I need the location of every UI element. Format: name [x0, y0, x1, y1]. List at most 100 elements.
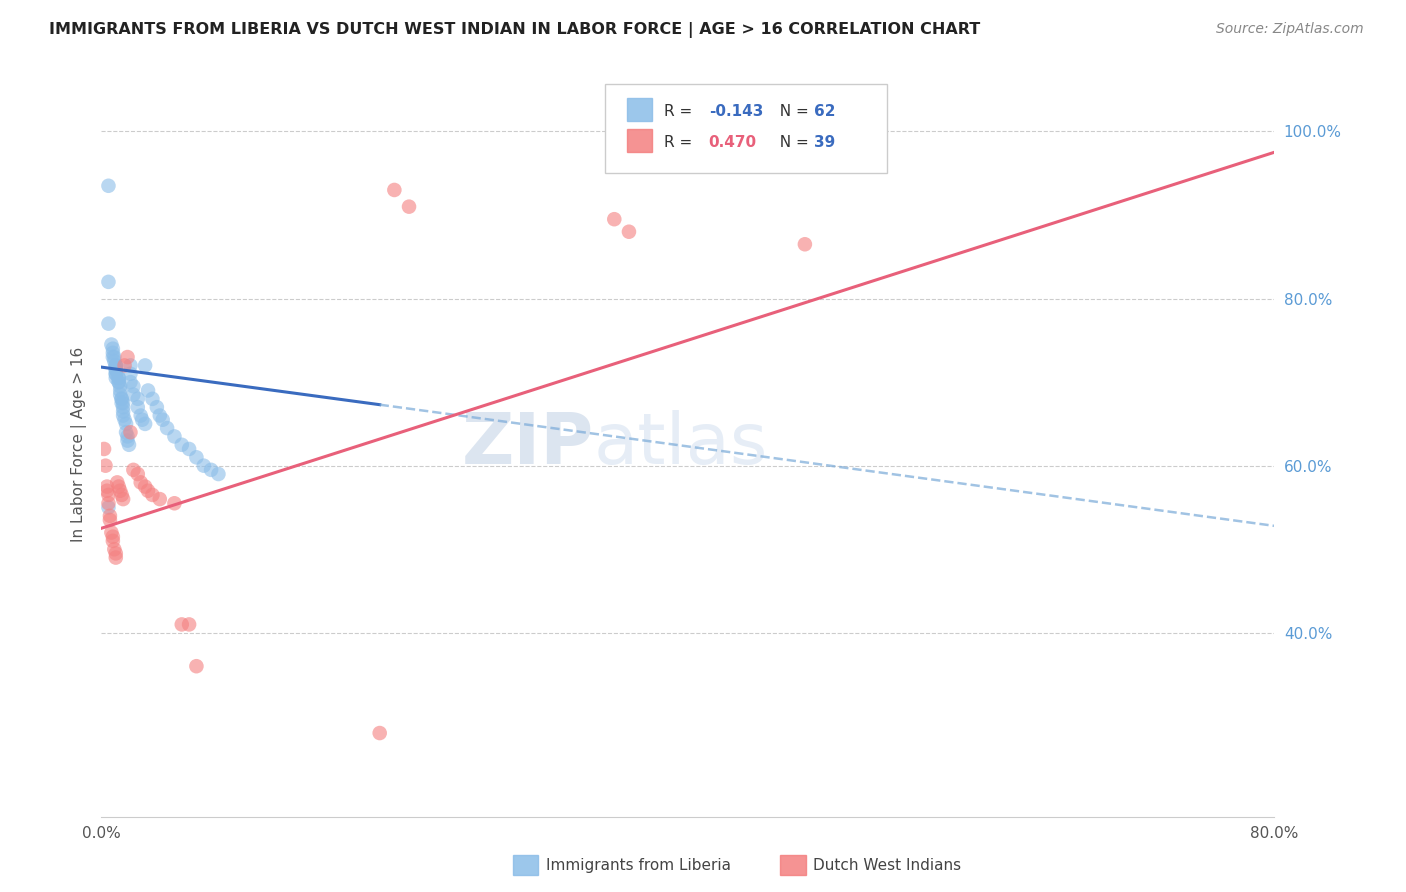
Point [122, 379, 145, 393]
Text: ZIP: ZIP [461, 410, 593, 479]
Point [111, 392, 134, 406]
Point [111, 396, 134, 410]
Point [112, 404, 135, 418]
Point [382, 183, 405, 197]
Text: Source: ZipAtlas.com: Source: ZipAtlas.com [1216, 22, 1364, 37]
Point [104, 367, 127, 381]
Point [111, 488, 134, 502]
Point [108, 387, 131, 401]
Point [112, 396, 135, 410]
Point [122, 463, 145, 477]
Point [114, 359, 136, 373]
Point [115, 425, 138, 440]
Point [186, 659, 208, 673]
Text: -0.143: -0.143 [709, 104, 763, 120]
Point [120, 359, 142, 373]
Point [129, 409, 152, 423]
Point [186, 450, 208, 465]
Point [141, 392, 163, 406]
Point [97, 178, 120, 193]
Point [108, 384, 131, 398]
Point [100, 337, 122, 351]
Point [120, 367, 142, 381]
Point [131, 413, 153, 427]
Point [93, 442, 115, 456]
Point [127, 467, 149, 481]
Point [96, 479, 118, 493]
Point [98, 513, 121, 527]
Point [97, 496, 120, 510]
Point [207, 467, 229, 481]
Text: 39: 39 [814, 135, 835, 150]
Point [368, 726, 391, 740]
Point [103, 354, 125, 368]
Point [603, 212, 626, 227]
Point [177, 617, 200, 632]
Point [122, 387, 145, 401]
Point [170, 438, 193, 452]
Point [117, 429, 139, 443]
Point [97, 275, 120, 289]
Point [141, 488, 163, 502]
Point [200, 463, 222, 477]
Point [104, 362, 127, 376]
Point [617, 225, 640, 239]
Text: 62: 62 [814, 104, 835, 120]
Point [107, 371, 129, 385]
Point [104, 371, 127, 385]
Text: R =: R = [664, 104, 697, 120]
Point [103, 542, 125, 557]
Point [107, 375, 129, 389]
Point [98, 508, 121, 523]
Point [112, 400, 135, 414]
Point [134, 479, 156, 493]
Y-axis label: In Labor Force | Age > 16: In Labor Force | Age > 16 [72, 347, 87, 542]
Text: 0.470: 0.470 [709, 135, 756, 150]
Point [97, 317, 120, 331]
Point [104, 359, 127, 373]
Point [104, 362, 127, 376]
Point [398, 200, 420, 214]
Point [96, 483, 118, 498]
Point [104, 359, 127, 373]
Point [107, 479, 129, 493]
Point [114, 413, 136, 427]
Text: N =: N = [769, 135, 813, 150]
Point [107, 375, 129, 389]
Point [134, 359, 156, 373]
Point [149, 492, 172, 507]
Point [115, 417, 138, 431]
Point [129, 475, 152, 490]
Point [146, 400, 169, 414]
Point [120, 375, 142, 389]
Bar [627, 129, 652, 152]
Point [107, 371, 129, 385]
Point [793, 237, 815, 252]
Point [103, 350, 125, 364]
Point [101, 342, 124, 356]
Point [163, 496, 186, 510]
Point [108, 483, 131, 498]
Point [112, 409, 135, 423]
Point [134, 417, 156, 431]
Point [108, 379, 131, 393]
Point [104, 359, 127, 373]
Point [156, 421, 179, 435]
Point [101, 533, 124, 548]
Point [152, 413, 174, 427]
Point [149, 409, 172, 423]
Text: N =: N = [769, 104, 813, 120]
FancyBboxPatch shape [606, 84, 887, 173]
Point [136, 483, 159, 498]
Point [104, 546, 127, 560]
Point [101, 350, 124, 364]
Point [127, 400, 149, 414]
Point [105, 475, 128, 490]
Point [97, 488, 120, 502]
Point [100, 525, 122, 540]
Point [94, 458, 117, 473]
Point [104, 550, 127, 565]
Point [117, 434, 139, 448]
Point [163, 429, 186, 443]
Point [101, 530, 124, 544]
